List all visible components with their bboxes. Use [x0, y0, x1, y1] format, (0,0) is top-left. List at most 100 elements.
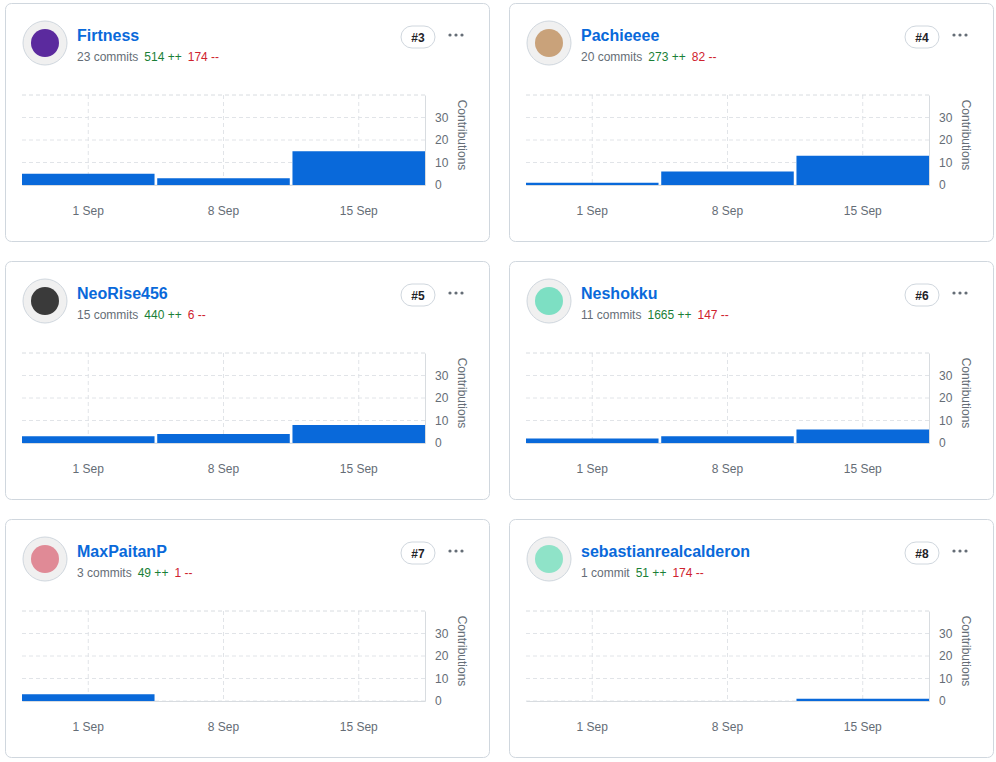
additions: 273 ++ — [648, 50, 685, 64]
bar — [157, 434, 290, 443]
y-tick-label: 0 — [435, 694, 442, 708]
avatar-image — [535, 29, 563, 57]
y-axis-title: Contributions — [959, 616, 973, 687]
contributor-stats: 15 commits440 ++6 -- — [77, 308, 206, 322]
bar — [292, 151, 425, 185]
y-tick-label: 20 — [939, 133, 953, 147]
y-tick-label: 10 — [939, 672, 953, 686]
x-tick-label: 15 Sep — [340, 462, 378, 476]
y-axis: 0102030 — [425, 96, 449, 193]
more-button[interactable] — [952, 33, 955, 36]
contributor-stats: 20 commits273 ++82 -- — [581, 50, 716, 64]
x-tick-label: 1 Sep — [577, 462, 609, 476]
y-tick-label: 20 — [435, 649, 449, 663]
y-tick-label: 0 — [435, 178, 442, 192]
y-tick: 30 — [425, 111, 449, 125]
avatar[interactable] — [527, 21, 571, 65]
avatar[interactable] — [527, 537, 571, 581]
bar — [157, 701, 290, 702]
y-axis-line — [929, 612, 930, 702]
y-tick: 0 — [929, 436, 946, 450]
y-tick: 10 — [425, 672, 449, 686]
bar — [526, 439, 659, 444]
more-button[interactable] — [454, 291, 457, 294]
commit-count: 3 commits — [77, 566, 132, 580]
contributor-name[interactable]: Firtness — [77, 27, 139, 44]
x-tick-label: 1 Sep — [577, 720, 609, 734]
y-tick: 10 — [929, 414, 953, 428]
more-button[interactable] — [964, 33, 967, 36]
x-axis-line — [23, 701, 426, 702]
y-tick: 0 — [425, 694, 442, 708]
contributor-name[interactable]: sebastianrealcalderon — [581, 543, 750, 560]
bar — [292, 701, 425, 702]
bars — [22, 694, 155, 701]
bar — [526, 701, 659, 702]
rank-label: #8 — [915, 547, 929, 561]
x-axis: 1 Sep8 Sep15 Sep — [23, 443, 426, 476]
rank-label: #3 — [411, 31, 425, 45]
more-button[interactable] — [958, 33, 961, 36]
rank-label: #7 — [411, 547, 425, 561]
plot-frame — [526, 95, 929, 96]
avatar-image — [535, 545, 563, 573]
x-tick-label: 1 Sep — [577, 204, 609, 218]
grid-line — [223, 353, 224, 443]
bar — [22, 694, 155, 701]
x-axis-line — [527, 185, 930, 186]
more-button[interactable] — [448, 33, 451, 36]
x-tick: 1 Sep — [73, 701, 105, 734]
bar — [22, 174, 155, 185]
more-button[interactable] — [460, 549, 463, 552]
bars — [526, 156, 929, 185]
x-tick: 8 Sep — [712, 443, 744, 476]
avatar[interactable] — [23, 537, 67, 581]
bar — [796, 430, 929, 444]
more-button[interactable] — [454, 33, 457, 36]
contributor-name[interactable]: NeoRise456 — [77, 285, 168, 302]
y-axis-line — [425, 354, 426, 444]
y-axis: 0 10 20 30 — [425, 612, 449, 709]
contributor-name[interactable]: Pachieeee — [581, 27, 659, 44]
avatar[interactable] — [527, 279, 571, 323]
more-button[interactable] — [958, 549, 961, 552]
rank-label: #5 — [411, 289, 425, 303]
contributor-name[interactable]: MaxPaitanP — [77, 543, 167, 560]
x-tick-label: 8 Sep — [712, 462, 744, 476]
y-axis: 0102030 — [929, 96, 953, 193]
more-button[interactable] — [964, 549, 967, 552]
x-axis-line — [527, 701, 930, 702]
more-button[interactable] — [952, 549, 955, 552]
card-frame — [510, 262, 994, 500]
y-axis-line — [929, 96, 930, 186]
more-button[interactable] — [448, 291, 451, 294]
x-tick: 8 Sep — [208, 185, 240, 218]
commit-count: 23 commits — [77, 50, 138, 64]
x-tick: 1 Sep — [577, 443, 609, 476]
avatar-image — [31, 545, 59, 573]
grid-line — [592, 95, 593, 185]
x-axis: 1 Sep8 Sep15 Sep — [527, 443, 930, 476]
more-button[interactable] — [958, 291, 961, 294]
y-tick: 30 — [425, 627, 449, 641]
x-tick: 8 Sep — [208, 701, 240, 734]
grid — [526, 353, 929, 443]
y-tick: 10 — [425, 156, 449, 170]
avatar[interactable] — [23, 279, 67, 323]
contributor-card: sebastianrealcalderon1 commit51 ++174 --… — [510, 520, 994, 758]
grid — [22, 353, 425, 443]
x-axis-line — [527, 443, 930, 444]
y-tick: 20 — [929, 391, 953, 405]
x-tick: 1 Sep — [577, 701, 609, 734]
more-button[interactable] — [448, 549, 451, 552]
more-button[interactable] — [454, 549, 457, 552]
contributor-name[interactable]: Neshokku — [581, 285, 657, 302]
avatar[interactable] — [23, 21, 67, 65]
y-tick: 20 — [929, 649, 953, 663]
x-tick-label: 1 Sep — [73, 462, 105, 476]
more-button[interactable] — [460, 33, 463, 36]
more-button[interactable] — [460, 291, 463, 294]
more-button[interactable] — [952, 291, 955, 294]
y-axis-title: Contributions — [959, 358, 973, 429]
more-button[interactable] — [964, 291, 967, 294]
